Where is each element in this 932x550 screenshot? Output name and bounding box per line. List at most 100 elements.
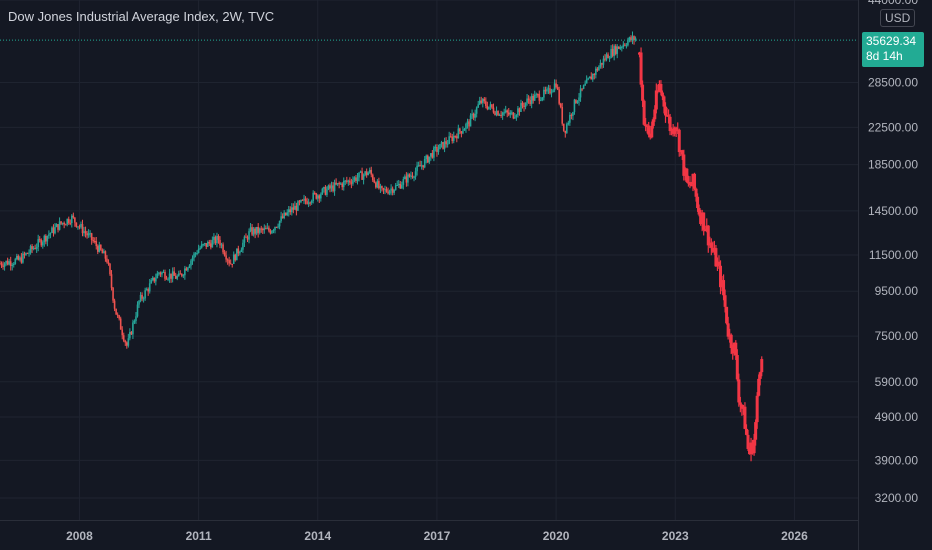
y-tick-label: 11500.00 <box>869 248 918 262</box>
candle-body <box>48 234 50 236</box>
y-tick-label: 7500.00 <box>875 329 919 343</box>
candle-body <box>582 85 585 89</box>
candle-body <box>90 233 93 241</box>
candle-body <box>611 48 614 56</box>
candle-body <box>37 239 39 248</box>
candle-body <box>344 180 347 182</box>
candle-body <box>164 271 166 279</box>
candle-body <box>266 227 269 229</box>
projection-candle <box>685 168 689 183</box>
candle-body <box>552 90 554 93</box>
candle-body <box>295 205 298 211</box>
projection-candle <box>667 115 671 117</box>
projection-candle <box>659 84 663 93</box>
candle-body <box>454 135 457 137</box>
candle-body <box>385 189 388 192</box>
candle-body <box>298 201 301 203</box>
candle-body <box>622 44 625 48</box>
candle-body <box>43 235 46 243</box>
candle-body <box>576 101 579 103</box>
projection-candle <box>694 188 698 197</box>
candle-body <box>540 99 542 101</box>
candle-body <box>29 246 32 253</box>
candle-body <box>382 188 385 190</box>
candle-body <box>541 97 544 100</box>
projection-candle <box>741 406 745 409</box>
candle-body <box>64 224 67 226</box>
candle-body <box>127 338 130 346</box>
candle-body <box>483 98 486 102</box>
x-tick-label: 2014 <box>304 529 331 543</box>
candle-body <box>504 110 507 113</box>
candle-body <box>503 112 505 114</box>
candle-body <box>58 221 61 230</box>
projection-candle <box>735 355 739 380</box>
projection-candle <box>651 119 655 126</box>
candle-body <box>126 342 128 346</box>
candle-body <box>246 236 249 240</box>
x-tick-label: 2026 <box>781 529 808 543</box>
projection-candle <box>641 84 645 101</box>
projection-candle <box>644 124 648 127</box>
projection-candle <box>665 115 669 117</box>
candle-body <box>98 244 101 252</box>
candle-body <box>459 128 461 132</box>
candle-body <box>567 122 570 125</box>
candle-body <box>222 244 224 253</box>
candle-body <box>371 174 374 181</box>
candle-body <box>243 236 246 243</box>
candle-body <box>61 222 64 224</box>
candle-body <box>118 315 120 319</box>
candle-body <box>587 78 589 80</box>
candle-body <box>245 236 247 238</box>
candle-body <box>258 228 261 233</box>
candle-body <box>6 260 9 265</box>
candle-body <box>625 45 628 47</box>
candle-body <box>252 228 255 235</box>
y-tick-label: 14500.00 <box>868 204 918 218</box>
candle-body <box>300 199 302 203</box>
candle-body <box>249 227 252 232</box>
candle-body <box>608 57 611 59</box>
candle-body <box>309 202 311 204</box>
candle-body <box>92 240 94 242</box>
candle-body <box>352 180 354 184</box>
projection-candle <box>737 379 741 403</box>
projection-candle <box>717 261 721 266</box>
y-tick-label: 22500.00 <box>868 120 918 134</box>
candle-body <box>206 242 209 247</box>
candle-body <box>570 114 573 116</box>
candle-body <box>521 102 524 106</box>
candle-body <box>248 231 250 240</box>
candle-body <box>404 176 406 180</box>
candle-body <box>236 248 238 261</box>
candle-body <box>555 83 557 88</box>
candle-body <box>405 176 408 183</box>
candle-body <box>336 183 339 185</box>
candle-body <box>605 54 608 60</box>
candle-body <box>591 73 594 80</box>
candle-body <box>110 274 113 288</box>
projection-candle <box>752 439 756 454</box>
candle-body <box>524 102 527 108</box>
candle-body <box>22 253 24 263</box>
candle-body <box>485 101 487 106</box>
candle-body <box>430 153 432 157</box>
candle-body <box>19 257 21 260</box>
projection-candle <box>705 225 709 230</box>
candle-body <box>457 128 460 139</box>
candle-body <box>520 102 522 112</box>
candle-body <box>349 180 351 183</box>
candle-body <box>437 149 440 153</box>
candle-body <box>89 233 91 235</box>
candle-body <box>115 308 117 315</box>
candle-body <box>514 117 516 119</box>
candle-body <box>494 112 496 115</box>
candle-body <box>350 182 353 184</box>
candle-body <box>475 107 478 114</box>
candle-body <box>440 142 443 145</box>
candle-body <box>32 248 35 250</box>
currency-label[interactable]: USD <box>880 9 916 27</box>
candle-body <box>518 108 521 112</box>
